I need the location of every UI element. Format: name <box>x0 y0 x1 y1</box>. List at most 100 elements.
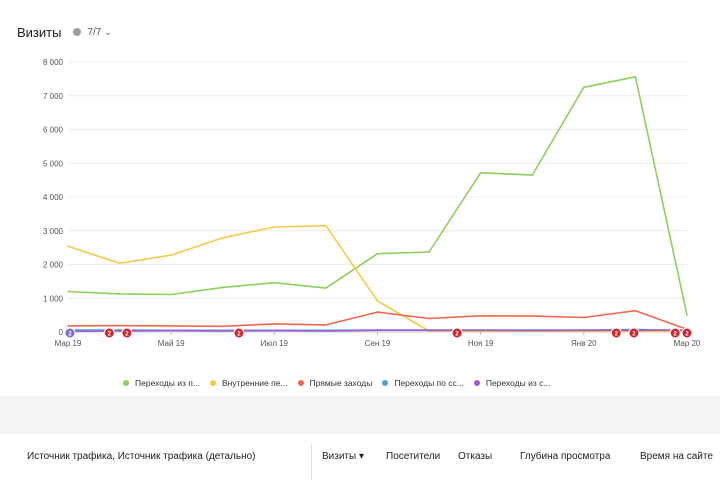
y-tick-label: 7 000 <box>43 92 64 101</box>
column-header-visitors[interactable]: Посетители <box>386 451 441 462</box>
annotation-label: 2 <box>237 332 241 338</box>
column-header-bounces[interactable]: Отказы <box>458 451 493 462</box>
legend-item-2[interactable]: Внутренние пе... <box>209 378 288 388</box>
data-point <box>118 324 121 327</box>
y-tick-label: 0 <box>59 328 64 337</box>
data-point <box>634 76 637 78</box>
x-tick-label: Ноя 19 <box>468 339 494 348</box>
annotation-label: 2 <box>108 332 112 338</box>
data-point <box>583 316 585 319</box>
legend-dot-icon <box>297 380 304 386</box>
data-point <box>67 290 69 293</box>
annotation-marker <box>121 327 133 339</box>
chart-header: Визиты 7/7 ⌄ <box>17 22 112 42</box>
data-point <box>325 324 327 326</box>
data-point <box>170 293 172 296</box>
annotation-label: 2 <box>615 332 619 338</box>
data-point <box>170 325 172 327</box>
series-line-3 <box>67 309 688 331</box>
data-point <box>428 329 430 332</box>
annotation-marker <box>451 327 463 339</box>
legend-item-3[interactable]: Прямые заходы <box>297 378 373 388</box>
series-dot-icon <box>73 28 82 36</box>
annotation-marker <box>103 327 115 339</box>
data-point <box>686 314 688 316</box>
legend-dot-icon <box>473 380 480 386</box>
annotation-label: 2 <box>125 332 129 338</box>
legend-dot-icon <box>123 380 129 386</box>
x-tick-label: Мар 19 <box>55 339 82 348</box>
column-header-time[interactable]: Время на сайте <box>640 451 713 462</box>
annotation-label: 2 <box>685 332 689 338</box>
legend-item-5[interactable]: Переходы из с... <box>473 378 551 388</box>
legend-item-1[interactable]: Переходы из п... <box>123 378 200 388</box>
y-tick-label: 3 000 <box>43 227 64 236</box>
annotation-marker <box>64 327 76 339</box>
data-point <box>325 287 327 289</box>
chevron-down-icon: ⌄ <box>104 26 112 37</box>
legend-label: Переходы из с... <box>485 378 551 388</box>
annotation-label: 2 <box>674 332 678 338</box>
column-header-depth[interactable]: Глубина просмотра <box>520 451 611 462</box>
data-point <box>273 226 276 228</box>
x-tick-label: Май 19 <box>158 339 185 348</box>
annotation-marker <box>610 327 622 339</box>
data-point <box>531 315 534 317</box>
data-point <box>67 245 69 248</box>
y-tick-label: 1 000 <box>43 294 64 303</box>
data-point <box>376 329 379 332</box>
toolbar-band <box>0 396 720 434</box>
data-point <box>273 281 276 284</box>
annotation-marker <box>681 327 693 339</box>
data-point <box>221 237 224 239</box>
data-point <box>221 286 224 289</box>
legend-label: Внутренние пе... <box>221 378 288 388</box>
data-point <box>273 329 276 332</box>
legend-label: Прямые заходы <box>309 378 373 388</box>
data-point <box>376 300 379 302</box>
data-point <box>479 329 482 332</box>
column-header-visits[interactable]: Визиты ▾ <box>322 451 364 462</box>
data-point <box>531 329 534 332</box>
legend-label: Переходы по сс... <box>394 378 464 388</box>
data-point <box>376 252 379 255</box>
series-counter: 7/7 <box>87 26 102 38</box>
y-tick-label: 5 000 <box>43 159 64 168</box>
x-tick-label: Сен 19 <box>365 339 391 348</box>
data-point <box>583 329 585 332</box>
data-point <box>325 224 327 227</box>
data-point <box>221 325 224 328</box>
table-header: Источник трафика, Источник трафика (дета… <box>0 434 720 480</box>
data-point <box>376 311 379 313</box>
line-chart: 0 1 000 2 000 3 000 4 000 5 000 6 000 7 000 8 00… <box>43 58 701 348</box>
legend-item-4[interactable]: Переходы по сс... <box>382 378 464 388</box>
data-point <box>479 315 482 317</box>
x-tick-label: Июл 19 <box>261 339 289 348</box>
data-point <box>428 317 430 320</box>
data-point <box>170 329 172 332</box>
y-tick-label: 8 000 <box>43 58 64 67</box>
annotation-label: 2 <box>632 332 636 338</box>
data-point <box>531 174 534 176</box>
data-point <box>221 330 224 332</box>
annotation-marker <box>233 327 245 339</box>
data-point <box>170 254 172 256</box>
y-tick-label: 6 000 <box>43 126 64 135</box>
data-point <box>428 251 430 253</box>
x-tick-label: Янв 20 <box>571 339 597 348</box>
x-tick-label: Мар 20 <box>674 339 701 348</box>
chart-title: Визиты <box>17 24 62 40</box>
data-point <box>118 330 121 332</box>
data-point <box>325 330 327 332</box>
series-selector[interactable]: 7/7 ⌄ <box>73 26 112 38</box>
chart-legend: Переходы из п... Внутренние пе... Прямые з… <box>123 378 550 388</box>
series-line-1 <box>67 75 688 316</box>
legend-label: Переходы из п... <box>135 378 200 388</box>
annotation-marker <box>628 327 640 339</box>
source-column-header[interactable]: Источник трафика, Источник трафика (дета… <box>27 451 256 462</box>
annotation-label: 2 <box>455 332 459 338</box>
data-point <box>67 325 69 327</box>
column-divider <box>311 444 312 480</box>
data-point <box>273 323 276 325</box>
data-point <box>583 86 585 89</box>
